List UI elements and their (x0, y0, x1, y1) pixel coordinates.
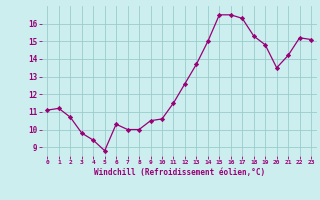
X-axis label: Windchill (Refroidissement éolien,°C): Windchill (Refroidissement éolien,°C) (94, 168, 265, 177)
